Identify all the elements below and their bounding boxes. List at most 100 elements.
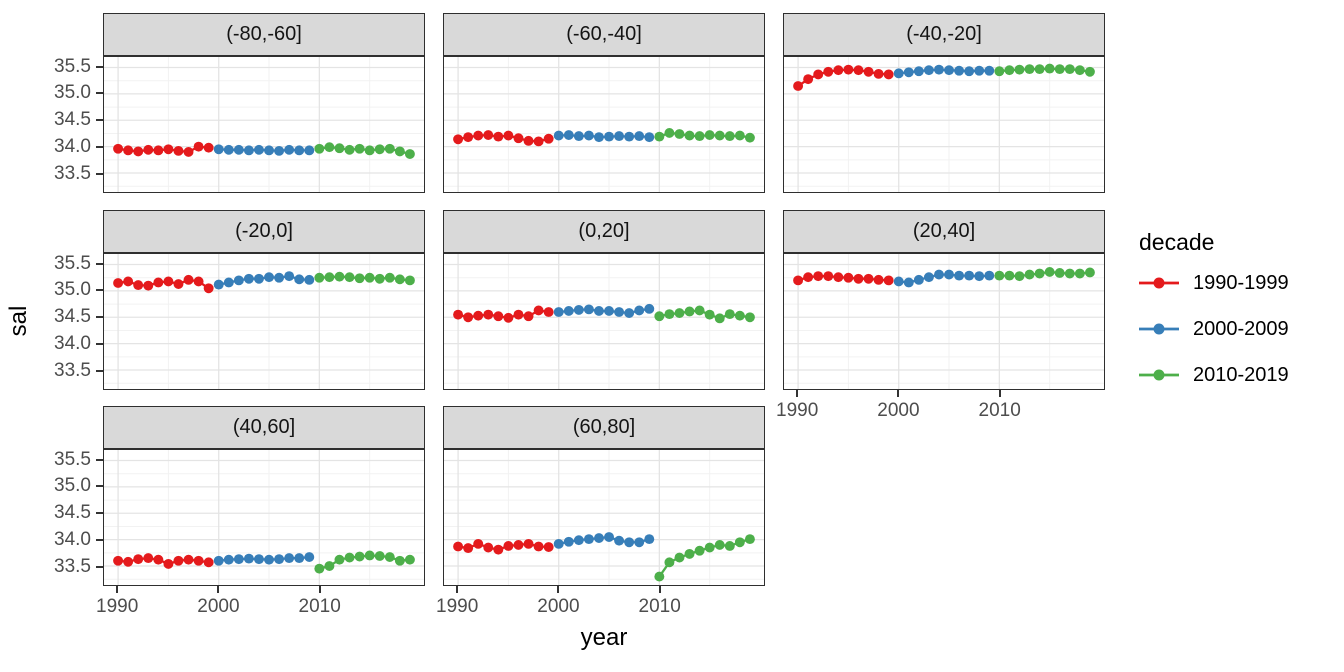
data-point: [974, 271, 985, 282]
data-point: [563, 536, 574, 547]
data-point: [143, 553, 154, 564]
data-point: [863, 273, 874, 284]
facet-plot-area-2: [784, 57, 1104, 192]
data-point: [193, 276, 204, 287]
x-tick-label: 2010: [298, 596, 341, 617]
data-point: [704, 542, 715, 553]
data-point: [1024, 269, 1035, 280]
series-2010-2019: [314, 550, 415, 574]
data-point: [684, 130, 695, 141]
y-tick-label: 33.5: [54, 555, 91, 577]
data-point: [264, 145, 275, 156]
data-point: [284, 271, 295, 282]
data-point: [813, 69, 824, 80]
data-point: [583, 130, 594, 141]
data-point: [654, 311, 665, 322]
series-2000-2009: [213, 144, 315, 156]
y-tick-mark: [96, 369, 103, 372]
data-point: [153, 277, 164, 288]
x-tick-label: 1990: [436, 596, 479, 617]
data-point: [153, 554, 164, 565]
data-point: [183, 146, 194, 157]
series-2000-2009: [213, 552, 315, 566]
data-point: [284, 144, 295, 155]
data-point: [634, 537, 645, 548]
data-point: [503, 541, 514, 551]
y-tick-mark: [96, 145, 103, 148]
data-point: [243, 273, 254, 284]
data-point: [523, 538, 534, 549]
data-point: [883, 69, 894, 80]
data-point: [294, 553, 305, 564]
data-point: [123, 276, 134, 287]
data-point: [1004, 270, 1015, 281]
data-point: [614, 131, 625, 142]
data-point: [523, 311, 534, 322]
legend-entry: 2010-2019: [1137, 362, 1289, 388]
data-point: [163, 276, 174, 287]
data-point: [193, 555, 204, 566]
data-point: [674, 129, 685, 139]
data-point: [684, 306, 695, 317]
data-point: [513, 539, 524, 550]
data-point: [513, 133, 524, 144]
facet-panel-4: [443, 253, 765, 390]
y-tick-mark: [96, 92, 103, 95]
legend-entry-label: 2000-2009: [1193, 317, 1289, 340]
data-point: [813, 271, 824, 282]
data-point: [223, 144, 234, 155]
data-point: [734, 310, 745, 321]
data-point: [113, 555, 124, 566]
data-point: [334, 554, 345, 565]
facet-panel-2: [783, 56, 1105, 193]
y-tick-mark: [96, 172, 103, 175]
data-point: [1064, 64, 1075, 75]
data-point: [1044, 63, 1055, 74]
data-point: [404, 275, 415, 286]
data-point: [793, 81, 804, 91]
series-2010-2019: [654, 128, 755, 143]
x-tick-mark: [456, 586, 459, 593]
data-point: [384, 552, 395, 562]
data-point: [593, 132, 604, 143]
data-point: [624, 537, 635, 548]
data-point: [883, 275, 894, 286]
y-tick-mark: [96, 65, 103, 68]
y-tick-mark: [96, 538, 103, 541]
data-point: [694, 305, 705, 316]
data-point: [243, 553, 254, 564]
data-point: [553, 538, 564, 549]
data-point: [543, 542, 554, 552]
data-point: [223, 277, 234, 288]
data-point: [583, 534, 594, 545]
legend-key-icon: [1139, 277, 1179, 289]
data-point: [853, 65, 864, 76]
data-point: [893, 68, 904, 79]
data-point: [1074, 268, 1085, 279]
series-2000-2009: [553, 303, 655, 318]
y-axis-title: sal: [5, 305, 32, 337]
data-point: [264, 554, 275, 565]
data-point: [473, 310, 484, 321]
data-point: [994, 66, 1005, 77]
data-point: [453, 541, 464, 552]
data-point: [274, 554, 285, 565]
data-point: [694, 131, 705, 142]
data-point: [344, 272, 355, 283]
data-point: [593, 533, 604, 543]
data-point: [984, 65, 995, 76]
y-tick-label: 34.0: [54, 135, 91, 157]
data-point: [974, 65, 985, 76]
data-point: [664, 557, 675, 568]
legend-key-icon: [1139, 369, 1179, 381]
facet-plot-area-5: [784, 254, 1104, 389]
facet-panel-5: [783, 253, 1105, 390]
y-tick-label: 35.0: [54, 279, 91, 301]
data-point: [543, 307, 554, 317]
data-point: [543, 133, 554, 144]
y-tick-label: 33.5: [54, 359, 91, 381]
data-point: [304, 145, 315, 156]
data-point: [1014, 64, 1025, 75]
data-point: [183, 274, 194, 285]
data-point: [364, 145, 375, 156]
